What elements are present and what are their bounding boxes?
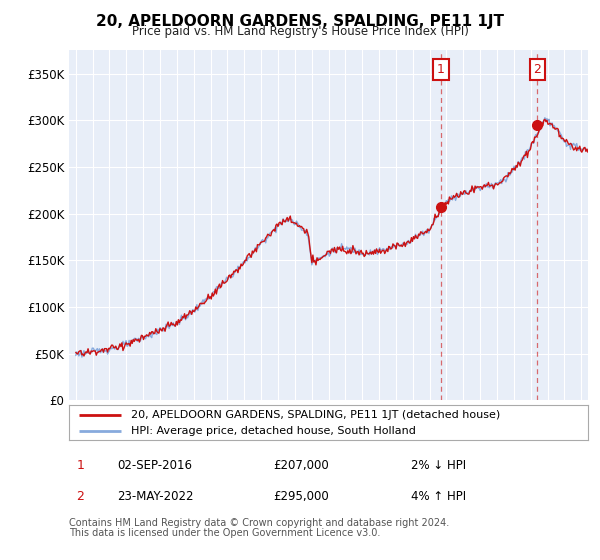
Text: Price paid vs. HM Land Registry's House Price Index (HPI): Price paid vs. HM Land Registry's House … [131,25,469,38]
Text: 20, APELDOORN GARDENS, SPALDING, PE11 1JT (detached house): 20, APELDOORN GARDENS, SPALDING, PE11 1J… [131,409,500,419]
Text: Contains HM Land Registry data © Crown copyright and database right 2024.: Contains HM Land Registry data © Crown c… [69,517,449,528]
Text: 2: 2 [533,63,541,76]
Text: 4% ↑ HPI: 4% ↑ HPI [411,490,466,503]
Text: 2: 2 [76,490,85,503]
Text: This data is licensed under the Open Government Licence v3.0.: This data is licensed under the Open Gov… [69,528,380,538]
Text: 20, APELDOORN GARDENS, SPALDING, PE11 1JT: 20, APELDOORN GARDENS, SPALDING, PE11 1J… [96,14,504,29]
Text: 02-SEP-2016: 02-SEP-2016 [117,459,192,473]
Text: £295,000: £295,000 [273,490,329,503]
Text: HPI: Average price, detached house, South Holland: HPI: Average price, detached house, Sout… [131,426,416,436]
Text: 1: 1 [76,459,85,473]
Text: 1: 1 [437,63,445,76]
Text: 23-MAY-2022: 23-MAY-2022 [117,490,193,503]
Text: 2% ↓ HPI: 2% ↓ HPI [411,459,466,473]
Text: £207,000: £207,000 [273,459,329,473]
